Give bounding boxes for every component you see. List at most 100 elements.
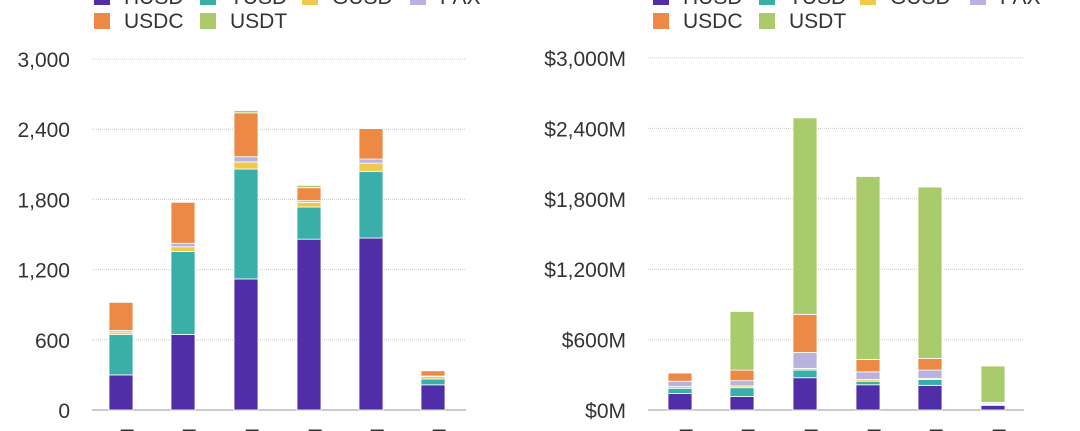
- bar-segment-usdc: [358, 128, 384, 160]
- bar-segment-husd: [358, 237, 384, 411]
- legend-swatch-pax: [410, 0, 426, 5]
- bar-segment-pax: [729, 380, 755, 387]
- bar-segment-tusd: [170, 251, 196, 335]
- y-tick-label: $0M: [585, 400, 626, 423]
- legend-swatch-gusd: [302, 0, 318, 5]
- legend-swatch-gusd: [860, 0, 876, 5]
- legend-label: HUSD: [683, 0, 743, 9]
- bar-segment-usdc: [420, 370, 446, 377]
- bar-segment-tusd: [233, 168, 259, 280]
- legend-label: USDC: [124, 10, 184, 33]
- bar-segment-tusd: [108, 334, 134, 376]
- y-tick-label: 1,800: [17, 189, 70, 212]
- bar-segment-usdc: [233, 112, 259, 158]
- legend-label: GUSD: [890, 0, 951, 9]
- bar-segment-tusd: [296, 206, 322, 240]
- bar-segment-pax: [358, 158, 384, 164]
- y-tick-label: $1,200M: [544, 259, 626, 282]
- x-tick-label: 2月: [167, 428, 200, 431]
- legend-label: USDT: [230, 10, 287, 33]
- bar-segment-usdt: [980, 365, 1006, 403]
- bar-segment-gusd: [233, 161, 259, 170]
- legend-label: HUSD: [124, 0, 184, 9]
- bar-segment-usdt: [855, 176, 881, 360]
- y-tick-label: $1,800M: [544, 189, 626, 212]
- bar-segment-gusd: [296, 201, 322, 208]
- y-tick-label: $600M: [562, 330, 626, 353]
- legend-label: GUSD: [332, 0, 393, 9]
- bar-segment-usdc: [729, 369, 755, 382]
- bar-segment-usdc: [917, 357, 943, 371]
- chart-1: 0 600 1,200 1,800 2,400 3,000 1月 2月 3月 4月 5月 6月 HUSD…: [17, 0, 480, 431]
- bar-segment-usdt: [233, 110, 259, 114]
- bar-segment-husd: [792, 377, 818, 411]
- legend-label: PAX: [440, 0, 480, 9]
- bar-segment-tusd: [420, 378, 446, 386]
- x-tick-label: 1月: [664, 428, 697, 431]
- x-tick-label: 3月: [230, 428, 263, 431]
- bar-segment-usdc: [792, 313, 818, 353]
- legend-swatch-pax: [970, 0, 986, 5]
- x-tick-label: 1月: [105, 428, 138, 431]
- legend-swatch-usdt: [200, 13, 216, 29]
- y-tick-label: 0: [58, 400, 70, 423]
- bar-segment-tusd: [855, 380, 881, 386]
- bar-segment-husd: [233, 278, 259, 411]
- bar-segment-husd: [855, 384, 881, 411]
- legend-swatch-husd: [653, 0, 669, 5]
- bar-segment-usdc: [108, 301, 134, 331]
- legend-label: USDT: [789, 10, 846, 33]
- x-tick-label: 5月: [914, 428, 947, 431]
- bar-segment-tusd: [358, 170, 384, 239]
- y-tick-label: 600: [35, 330, 70, 353]
- bar-segment-husd: [420, 384, 446, 411]
- legend-label: TUSD: [789, 0, 846, 9]
- bar-segment-pax: [667, 380, 693, 387]
- bar-segment-husd: [729, 396, 755, 411]
- y-tick-label: 3,000: [17, 49, 70, 72]
- bar-segment-husd: [170, 334, 196, 411]
- bar-segment-usdt: [729, 311, 755, 371]
- bar-segment-gusd: [170, 246, 196, 252]
- bar-segment-pax: [792, 352, 818, 369]
- x-tick-label: 4月: [293, 428, 326, 431]
- bar-segment-pax: [170, 242, 196, 248]
- legend-swatch-tusd: [759, 0, 775, 5]
- bar-segment-gusd: [358, 162, 384, 172]
- bar-segment-usdc: [667, 372, 693, 382]
- bar-segment-usdt: [296, 184, 322, 189]
- bar-segment-husd: [108, 374, 134, 411]
- bar-segment-tusd: [792, 369, 818, 379]
- y-tick-label: $3,000M: [544, 48, 626, 71]
- y-tick-label: 2,400: [17, 119, 70, 142]
- bar-segment-husd: [296, 238, 322, 411]
- bar-segment-husd: [917, 384, 943, 411]
- bar-segment-tusd: [917, 379, 943, 386]
- legend-label: PAX: [1000, 0, 1040, 9]
- bar-segment-tusd: [729, 387, 755, 397]
- bar-segment-pax: [917, 369, 943, 379]
- bar-segment-usdc: [296, 187, 322, 201]
- legend-swatch-usdc: [653, 13, 669, 29]
- y-tick-label: 1,200: [17, 260, 70, 283]
- legend-swatch-usdt: [759, 13, 775, 29]
- legend-label: TUSD: [230, 0, 287, 9]
- x-tick-label: 5月: [355, 428, 388, 431]
- legend-swatch-usdc: [94, 13, 110, 29]
- bar-segment-usdt: [792, 117, 818, 315]
- x-tick-label: 6月: [417, 428, 450, 431]
- bar-segment-pax: [855, 371, 881, 380]
- bar-segment-husd: [667, 393, 693, 411]
- bar-segment-usdt: [917, 186, 943, 359]
- legend-label: USDC: [683, 10, 743, 33]
- bar-segment-pax: [233, 156, 259, 163]
- x-tick-label: 3月: [789, 428, 822, 431]
- legend-swatch-tusd: [200, 0, 216, 5]
- chart-2: $0M $600M $1,200M $1,800M $2,400M $3,000M 1月 2月…: [544, 0, 1040, 431]
- legend-swatch-husd: [94, 0, 110, 5]
- x-tick-label: 2月: [726, 428, 759, 431]
- bar-segment-usdc: [855, 359, 881, 373]
- x-tick-label: 6月: [977, 428, 1010, 431]
- bar-segment-tusd: [667, 387, 693, 394]
